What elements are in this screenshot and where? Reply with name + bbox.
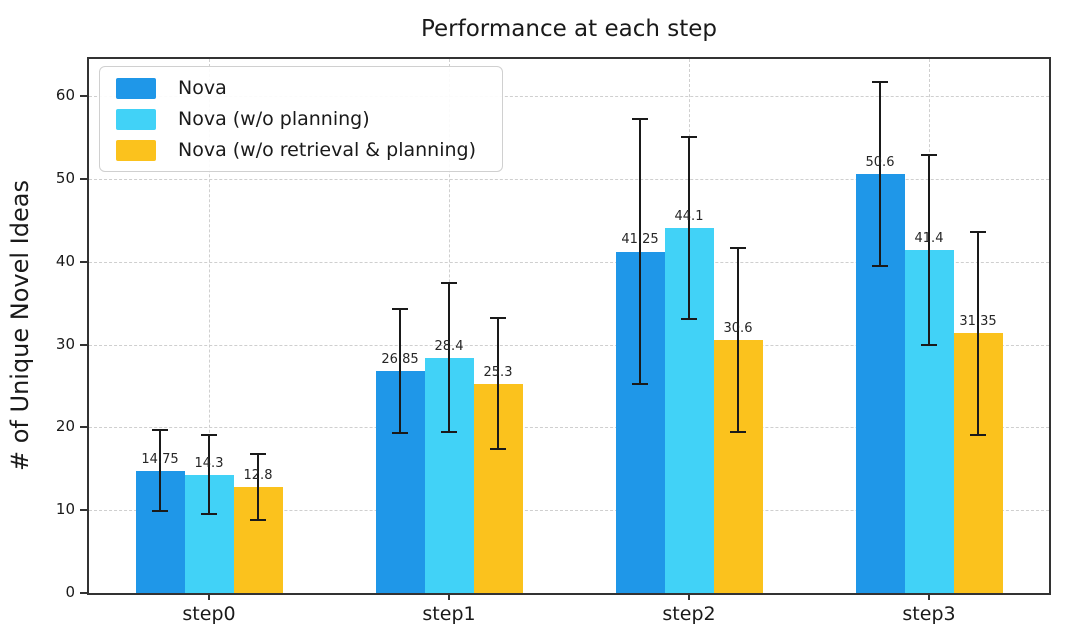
error-bar-line [257,453,259,521]
error-bar-cap-top [250,452,266,455]
error-bar-cap-top [872,81,888,84]
legend-swatch-nova-wo-planning [116,108,156,130]
y-tick-label: 10 [55,500,75,519]
x-tick-mark [448,593,450,600]
bar-value-label: 50.6 [865,155,895,171]
gridline-vertical [209,59,210,593]
y-tick-mark [80,178,87,181]
bar-value-label: 25.3 [483,364,513,380]
x-tick-label: step3 [902,603,956,625]
error-bar-cap-bottom [872,264,888,267]
error-bar-line [688,136,690,319]
y-tick-label: 60 [55,86,75,105]
bar-value-label: 31.35 [959,314,997,330]
gridline-horizontal [89,510,1049,512]
y-tick-label: 30 [55,334,75,353]
error-bar-cap-top [201,433,217,436]
error-bar-line [879,82,881,266]
y-tick-mark [80,260,87,263]
y-tick-label: 0 [65,583,75,601]
legend: Nova Nova (w/o planning) Nova (w/o retri… [99,66,504,172]
legend-label-nova-wo-retrieval-planning: Nova (w/o retrieval & planning) [178,139,477,161]
y-tick-mark [80,509,87,512]
bar-value-label: 12.8 [243,468,273,484]
x-tick-label: step0 [182,603,236,625]
error-bar-cap-bottom [392,431,408,434]
error-bar-line [928,155,930,346]
error-bar-cap-top [730,246,746,249]
error-bar-cap-bottom [681,317,697,320]
bar-value-label: 14.3 [194,455,224,471]
gridline-horizontal [89,96,1049,98]
bar-value-label: 14.75 [141,451,179,467]
y-tick-label: 50 [55,169,75,188]
y-tick-mark [80,592,87,594]
error-bar-cap-bottom [970,434,986,437]
error-bar-line [737,247,739,432]
bar-value-label: 41.25 [621,232,659,248]
bar-value-label: 26.85 [381,351,419,367]
error-bar-cap-bottom [152,510,168,513]
error-bar-cap-top [681,135,697,138]
error-bar-line [497,318,499,449]
y-tick-mark [80,95,87,98]
error-bar-line [399,308,401,433]
error-bar-cap-top [441,282,457,285]
y-tick-label: 20 [55,417,75,436]
legend-item-nova: Nova [116,77,476,99]
plot-area: Nova Nova (w/o planning) Nova (w/o retri… [56,57,1051,625]
error-bar-cap-top [152,429,168,432]
bar-value-label: 44.1 [674,208,704,224]
error-bar-cap-bottom [632,382,648,385]
error-bar-cap-bottom [201,513,217,516]
x-tick-mark [208,593,210,600]
error-bar-cap-top [392,307,408,310]
bar-value-label: 28.4 [434,338,464,354]
legend-label-nova: Nova [178,77,227,99]
gridline-horizontal [89,261,1049,263]
error-bar-cap-bottom [730,430,746,433]
x-tick-label: step2 [662,603,716,625]
x-tick-mark [928,593,930,600]
bar-value-label: 30.6 [723,320,753,336]
error-bar-line [977,231,979,436]
error-bar-cap-top [921,154,937,157]
legend-label-nova-wo-planning: Nova (w/o planning) [178,108,370,130]
error-bar-cap-bottom [250,519,266,522]
error-bar-cap-bottom [490,447,506,450]
x-tick-label: step1 [422,603,476,625]
error-bar-line [639,119,641,384]
x-tick-mark [688,593,690,600]
legend-swatch-nova-wo-retrieval-planning [116,139,156,161]
bar-value-label: 41.4 [914,231,944,247]
error-bar-cap-bottom [921,344,937,347]
error-bar-cap-bottom [441,431,457,434]
gridline-horizontal [89,344,1049,346]
error-bar-cap-top [970,230,986,233]
y-tick-mark [80,426,87,429]
legend-item-nova-wo-planning: Nova (w/o planning) [116,108,476,130]
chart-title: Performance at each step [420,16,717,42]
legend-item-nova-wo-retrieval-planning: Nova (w/o retrieval & planning) [116,139,476,161]
gridline-horizontal [89,179,1049,181]
error-bar-cap-top [632,118,648,121]
error-bar-line [159,430,161,512]
y-tick-mark [80,343,87,346]
y-tick-label: 40 [55,251,75,270]
error-bar-line [208,434,210,515]
error-bar-line [448,283,450,433]
legend-swatch-nova [116,77,156,99]
error-bar-cap-top [490,317,506,320]
gridline-horizontal [89,427,1049,429]
